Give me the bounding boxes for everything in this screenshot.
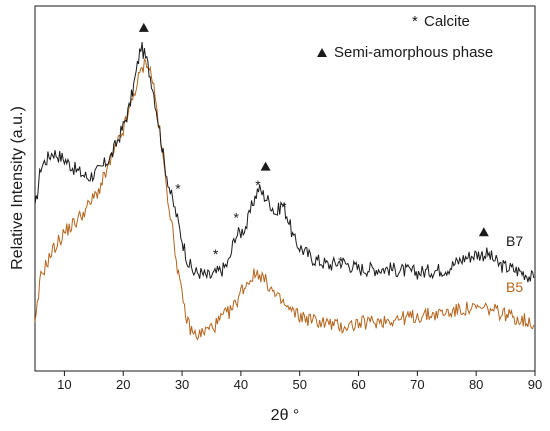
- plot-frame: [34, 5, 536, 372]
- x-axis-title: 2θ °: [271, 407, 300, 424]
- legend-calcite-label: Calcite: [424, 13, 470, 30]
- semi-amorphous-triangle-icon: [260, 161, 271, 171]
- x-tick-label: 50: [292, 377, 306, 392]
- legend-calcite-marker: *: [412, 13, 418, 30]
- x-tick-label: 90: [528, 377, 542, 392]
- legend-semi-amorphous-label: Semi-amorphous phase: [334, 44, 493, 61]
- x-tick-label: 80: [469, 377, 483, 392]
- legend-triangle-icon: [317, 48, 327, 57]
- series-label-b7: B7: [506, 233, 523, 249]
- series-b5-line: [34, 58, 535, 341]
- calcite-asterisk-marker: *: [233, 210, 239, 226]
- calcite-asterisk-marker: *: [213, 246, 219, 262]
- calcite-asterisk-marker: *: [175, 181, 181, 197]
- x-tick-label: 30: [175, 377, 189, 392]
- calcite-asterisk-marker: *: [281, 199, 287, 215]
- calcite-asterisk-marker: *: [255, 177, 261, 193]
- semi-amorphous-triangle-icon: [478, 227, 489, 237]
- peak-annotations: * * * * * *: [138, 22, 489, 270]
- semi-amorphous-triangle-icon: [138, 22, 149, 32]
- x-tick-labels: 10 20 30 40 50 60 70 80 90: [57, 377, 542, 392]
- series-b7-line: [34, 41, 535, 283]
- calcite-asterisk-marker: *: [338, 254, 344, 270]
- legend: * Calcite Semi-amorphous phase: [317, 13, 493, 61]
- x-tick-label: 10: [57, 377, 71, 392]
- x-tick-label: 40: [234, 377, 248, 392]
- x-tick-label: 60: [351, 377, 365, 392]
- x-axis: [63, 371, 536, 376]
- y-axis-title: Relative Intensity (a.u.): [9, 106, 26, 270]
- x-tick-label: 70: [410, 377, 424, 392]
- x-tick-label: 20: [116, 377, 130, 392]
- series-label-b5: B5: [506, 279, 523, 295]
